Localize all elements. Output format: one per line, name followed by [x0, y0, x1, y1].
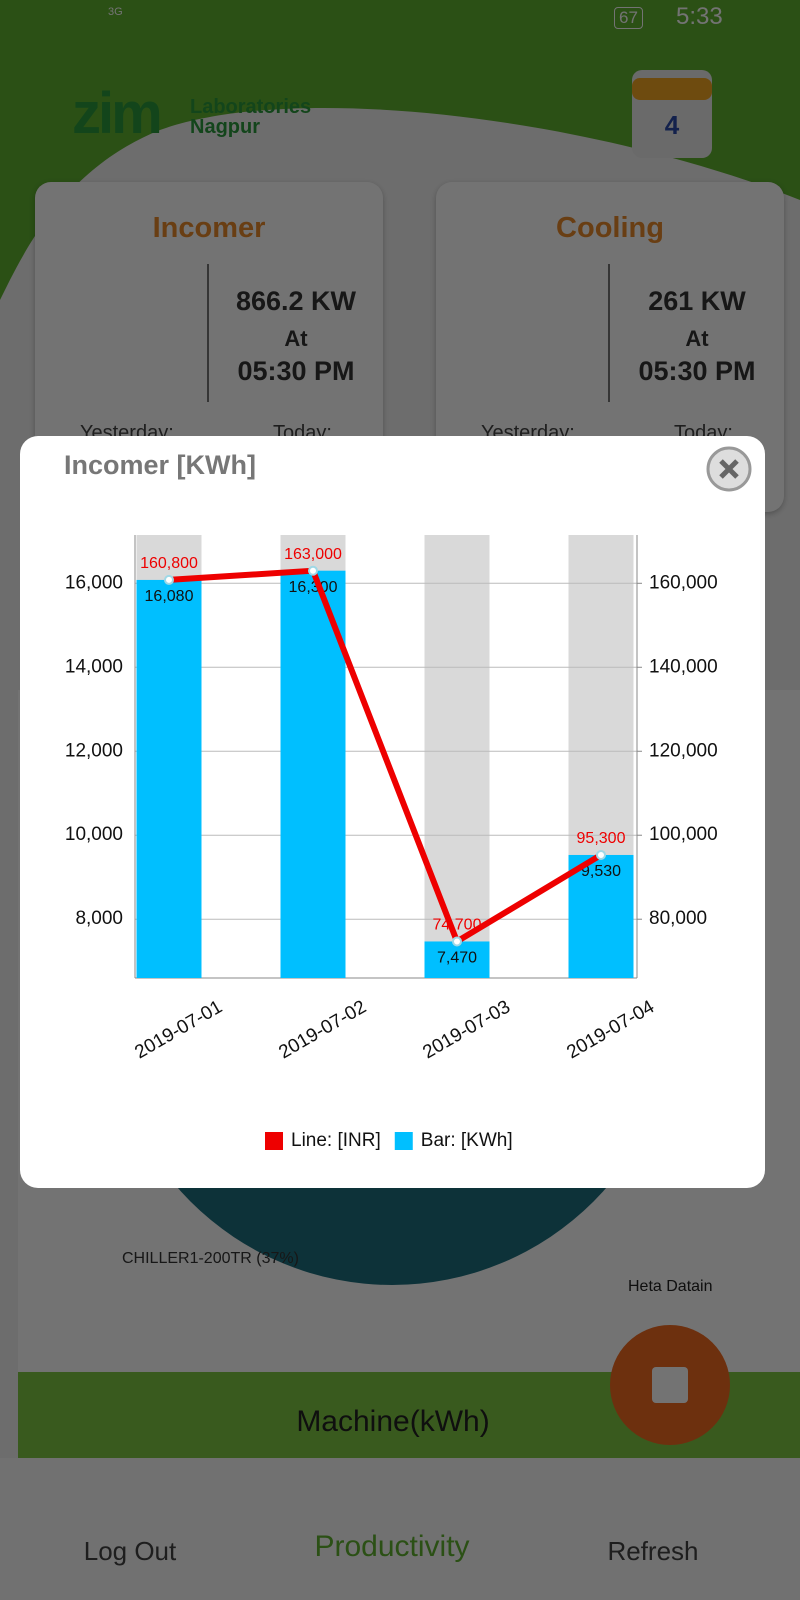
legend-label: Bar: [KWh]: [421, 1130, 513, 1151]
legend-label: Line: [INR]: [291, 1130, 381, 1151]
line-point: [452, 936, 462, 947]
close-button[interactable]: [706, 446, 752, 492]
x-tick-label: 2019-07-04: [563, 996, 658, 1063]
y-tick-label: 16,000: [65, 572, 123, 593]
dialog-title: Incomer [KWh]: [64, 450, 256, 480]
legend-swatch: [394, 1132, 413, 1150]
chart: 8,000 10,000 12,000 14,000 16,000 80,000 100,0…: [65, 535, 718, 1151]
x-tick-label: 2019-07-03: [419, 996, 514, 1063]
legend-swatch: [265, 1132, 283, 1150]
y2-tick-label: 100,000: [649, 824, 718, 845]
x-tick-label: 2019-07-01: [131, 996, 226, 1063]
bar: [568, 854, 634, 978]
line-value-label: 95,300: [577, 830, 626, 847]
line-value-label: 163,000: [284, 546, 342, 563]
bar-value-label: 7,470: [437, 950, 477, 967]
bar-value-label: 16,080: [145, 588, 194, 605]
y2-tick-label: 120,000: [649, 740, 718, 761]
y2-tick-label: 80,000: [649, 908, 707, 929]
line-value-label: 160,800: [140, 555, 198, 572]
bar-value-label: 9,530: [581, 863, 621, 880]
x-tick-label: 2019-07-02: [275, 996, 370, 1063]
bar-value-label: 16,300: [289, 579, 338, 596]
chart-dialog: Incomer [KWh] 8,000 10,000 12,000 14,000 16,…: [20, 436, 765, 1188]
bar: [136, 579, 202, 978]
line-point: [308, 565, 318, 576]
y-tick-label: 14,000: [65, 656, 123, 677]
y-tick-label: 12,000: [65, 740, 123, 761]
y2-tick-label: 160,000: [649, 572, 718, 593]
y-tick-label: 10,000: [65, 824, 123, 845]
line: [168, 567, 603, 945]
line-value-label: 74,700: [433, 917, 482, 934]
y2-tick-label: 140,000: [649, 656, 718, 677]
y-tick-label: 8,000: [75, 908, 123, 929]
bar: [280, 570, 346, 978]
line-point: [164, 574, 174, 585]
bar-background: [424, 535, 490, 978]
bar: [424, 941, 490, 978]
line-point: [596, 849, 606, 860]
